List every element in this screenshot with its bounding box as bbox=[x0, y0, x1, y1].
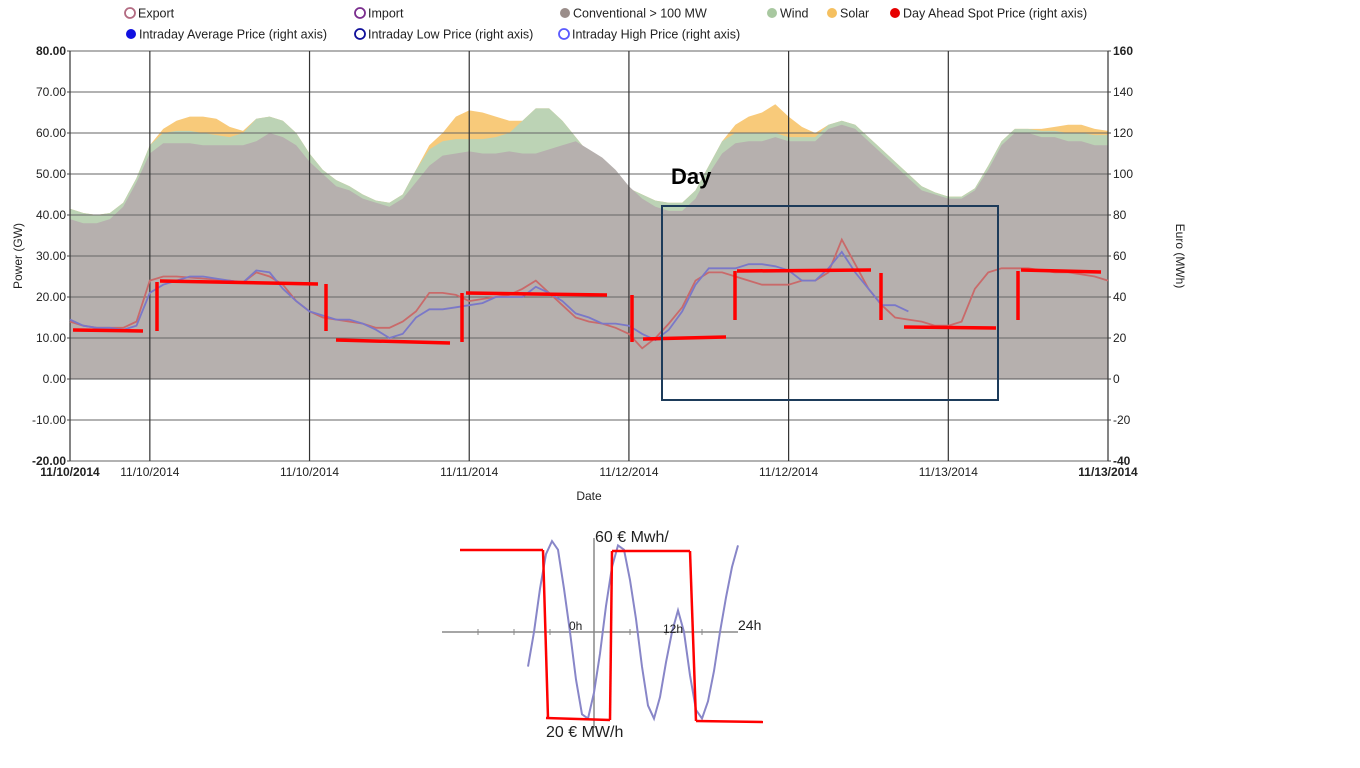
y-tick-label: 30.00 bbox=[36, 249, 66, 263]
legend-marker bbox=[558, 28, 570, 40]
y-tick-label: 0.00 bbox=[43, 372, 67, 386]
legend-label: Intraday Low Price (right axis) bbox=[368, 28, 533, 42]
y-tick-label: 40.00 bbox=[36, 208, 66, 222]
y2-tick-label: 120 bbox=[1113, 126, 1133, 140]
sketch-0h-label: 0h bbox=[569, 619, 582, 633]
legend-item[interactable]: Intraday Low Price (right axis) bbox=[354, 28, 533, 42]
sketch-tick-marks bbox=[477, 629, 703, 635]
y-tick-label: 10.00 bbox=[36, 331, 66, 345]
legend-marker bbox=[354, 28, 366, 40]
left-axis-ticks: 80.00 70.00 60.00 50.00 40.00 30.00 20.00 10.00… bbox=[32, 44, 70, 468]
y-tick-label: 80.00 bbox=[36, 44, 66, 58]
legend-marker bbox=[560, 8, 570, 18]
legend-label: Export bbox=[138, 7, 175, 21]
legend-marker bbox=[124, 7, 136, 19]
x-tick-label: 11/10/2014 bbox=[280, 465, 339, 479]
y2-tick-label: -40 bbox=[1113, 454, 1131, 468]
legend-label: Intraday High Price (right axis) bbox=[572, 28, 740, 42]
y2-tick-label: 20 bbox=[1113, 331, 1127, 345]
legend-item[interactable]: Day Ahead Spot Price (right axis) bbox=[890, 7, 1087, 21]
x-axis-ticks: 11/10/2014 11/10/2014 11/10/2014 11/11/2014… bbox=[40, 465, 1138, 479]
x-tick-label: 11/12/2014 bbox=[599, 465, 658, 479]
day-highlight-box bbox=[661, 205, 999, 401]
y2-tick-label: 80 bbox=[1113, 208, 1127, 222]
legend-marker bbox=[827, 8, 837, 18]
legend-item[interactable]: Wind bbox=[767, 7, 809, 21]
grid-lines bbox=[69, 50, 1109, 462]
legend-marker bbox=[126, 29, 136, 39]
y-tick-label: 70.00 bbox=[36, 85, 66, 99]
y2-tick-label: 140 bbox=[1113, 85, 1133, 99]
y2-tick-label: 60 bbox=[1113, 249, 1127, 263]
sketch-low-label: 20 € MW/h bbox=[546, 724, 623, 741]
y2-tick-label: 160 bbox=[1113, 44, 1133, 58]
legend-label: Solar bbox=[840, 7, 869, 21]
legend-marker bbox=[354, 7, 366, 19]
legend-item[interactable]: Intraday Average Price (right axis) bbox=[126, 28, 327, 42]
x-tick-label: 11/11/2014 bbox=[440, 465, 499, 479]
line-intraday-average-price-right-axis- bbox=[69, 250, 909, 342]
legend-marker bbox=[767, 8, 777, 18]
legend-label: Import bbox=[368, 7, 404, 21]
day-label: Day bbox=[671, 164, 712, 189]
y-axis-title: Power (GW) bbox=[11, 223, 25, 289]
legend-label: Conventional > 100 MW bbox=[573, 7, 707, 21]
x-tick-label: 11/10/2014 bbox=[120, 465, 179, 479]
y-tick-label: 60.00 bbox=[36, 126, 66, 140]
y-tick-label: -20.00 bbox=[32, 454, 66, 468]
y2-tick-label: -20 bbox=[1113, 413, 1131, 427]
x-tick-label: 11/13/2014 bbox=[1078, 465, 1138, 479]
area-conventional-100-mw bbox=[70, 124, 1108, 379]
y-tick-label: 50.00 bbox=[36, 167, 66, 181]
chart-legend: Export Import Conventional > 100 MW Wind Sol… bbox=[124, 7, 1087, 42]
y2-tick-label: 0 bbox=[1113, 372, 1120, 386]
legend-item[interactable]: Import bbox=[354, 7, 404, 21]
right-axis-ticks: 160 140 120 100 80 60 40 20 0 -20 -40 bbox=[1108, 44, 1133, 468]
legend-marker bbox=[890, 8, 900, 18]
step-annotation bbox=[72, 268, 1102, 345]
sketch-12h-label: 12h bbox=[663, 622, 683, 636]
sketch-high-label: 60 € Mwh/ bbox=[595, 529, 669, 546]
area-series bbox=[70, 104, 1108, 380]
x-axis-title: Date bbox=[576, 489, 602, 503]
y2-tick-label: 100 bbox=[1113, 167, 1133, 181]
hand-drawn-overlay: Day bbox=[72, 164, 1102, 401]
legend-item[interactable]: Conventional > 100 MW bbox=[560, 7, 707, 21]
sketch-sine-curve bbox=[527, 539, 739, 722]
legend-label: Wind bbox=[780, 7, 809, 21]
sketch-24h-label: 24h bbox=[738, 617, 761, 633]
legend-label: Day Ahead Spot Price (right axis) bbox=[903, 7, 1087, 21]
y2-tick-label: 40 bbox=[1113, 290, 1127, 304]
y-tick-label: 20.00 bbox=[36, 290, 66, 304]
x-tick-label: 11/10/2014 bbox=[40, 465, 100, 479]
legend-item[interactable]: Intraday High Price (right axis) bbox=[558, 28, 740, 42]
sketch-square-wave bbox=[460, 548, 764, 724]
legend-item[interactable]: Export bbox=[124, 7, 175, 21]
x-tick-label: 11/13/2014 bbox=[919, 465, 978, 479]
legend-label: Intraday Average Price (right axis) bbox=[139, 28, 327, 42]
y-tick-label: -10.00 bbox=[32, 413, 66, 427]
x-tick-label: 11/12/2014 bbox=[759, 465, 818, 479]
legend-item[interactable]: Solar bbox=[827, 7, 869, 21]
y2-axis-title: Euro (MWh) bbox=[1173, 224, 1187, 289]
